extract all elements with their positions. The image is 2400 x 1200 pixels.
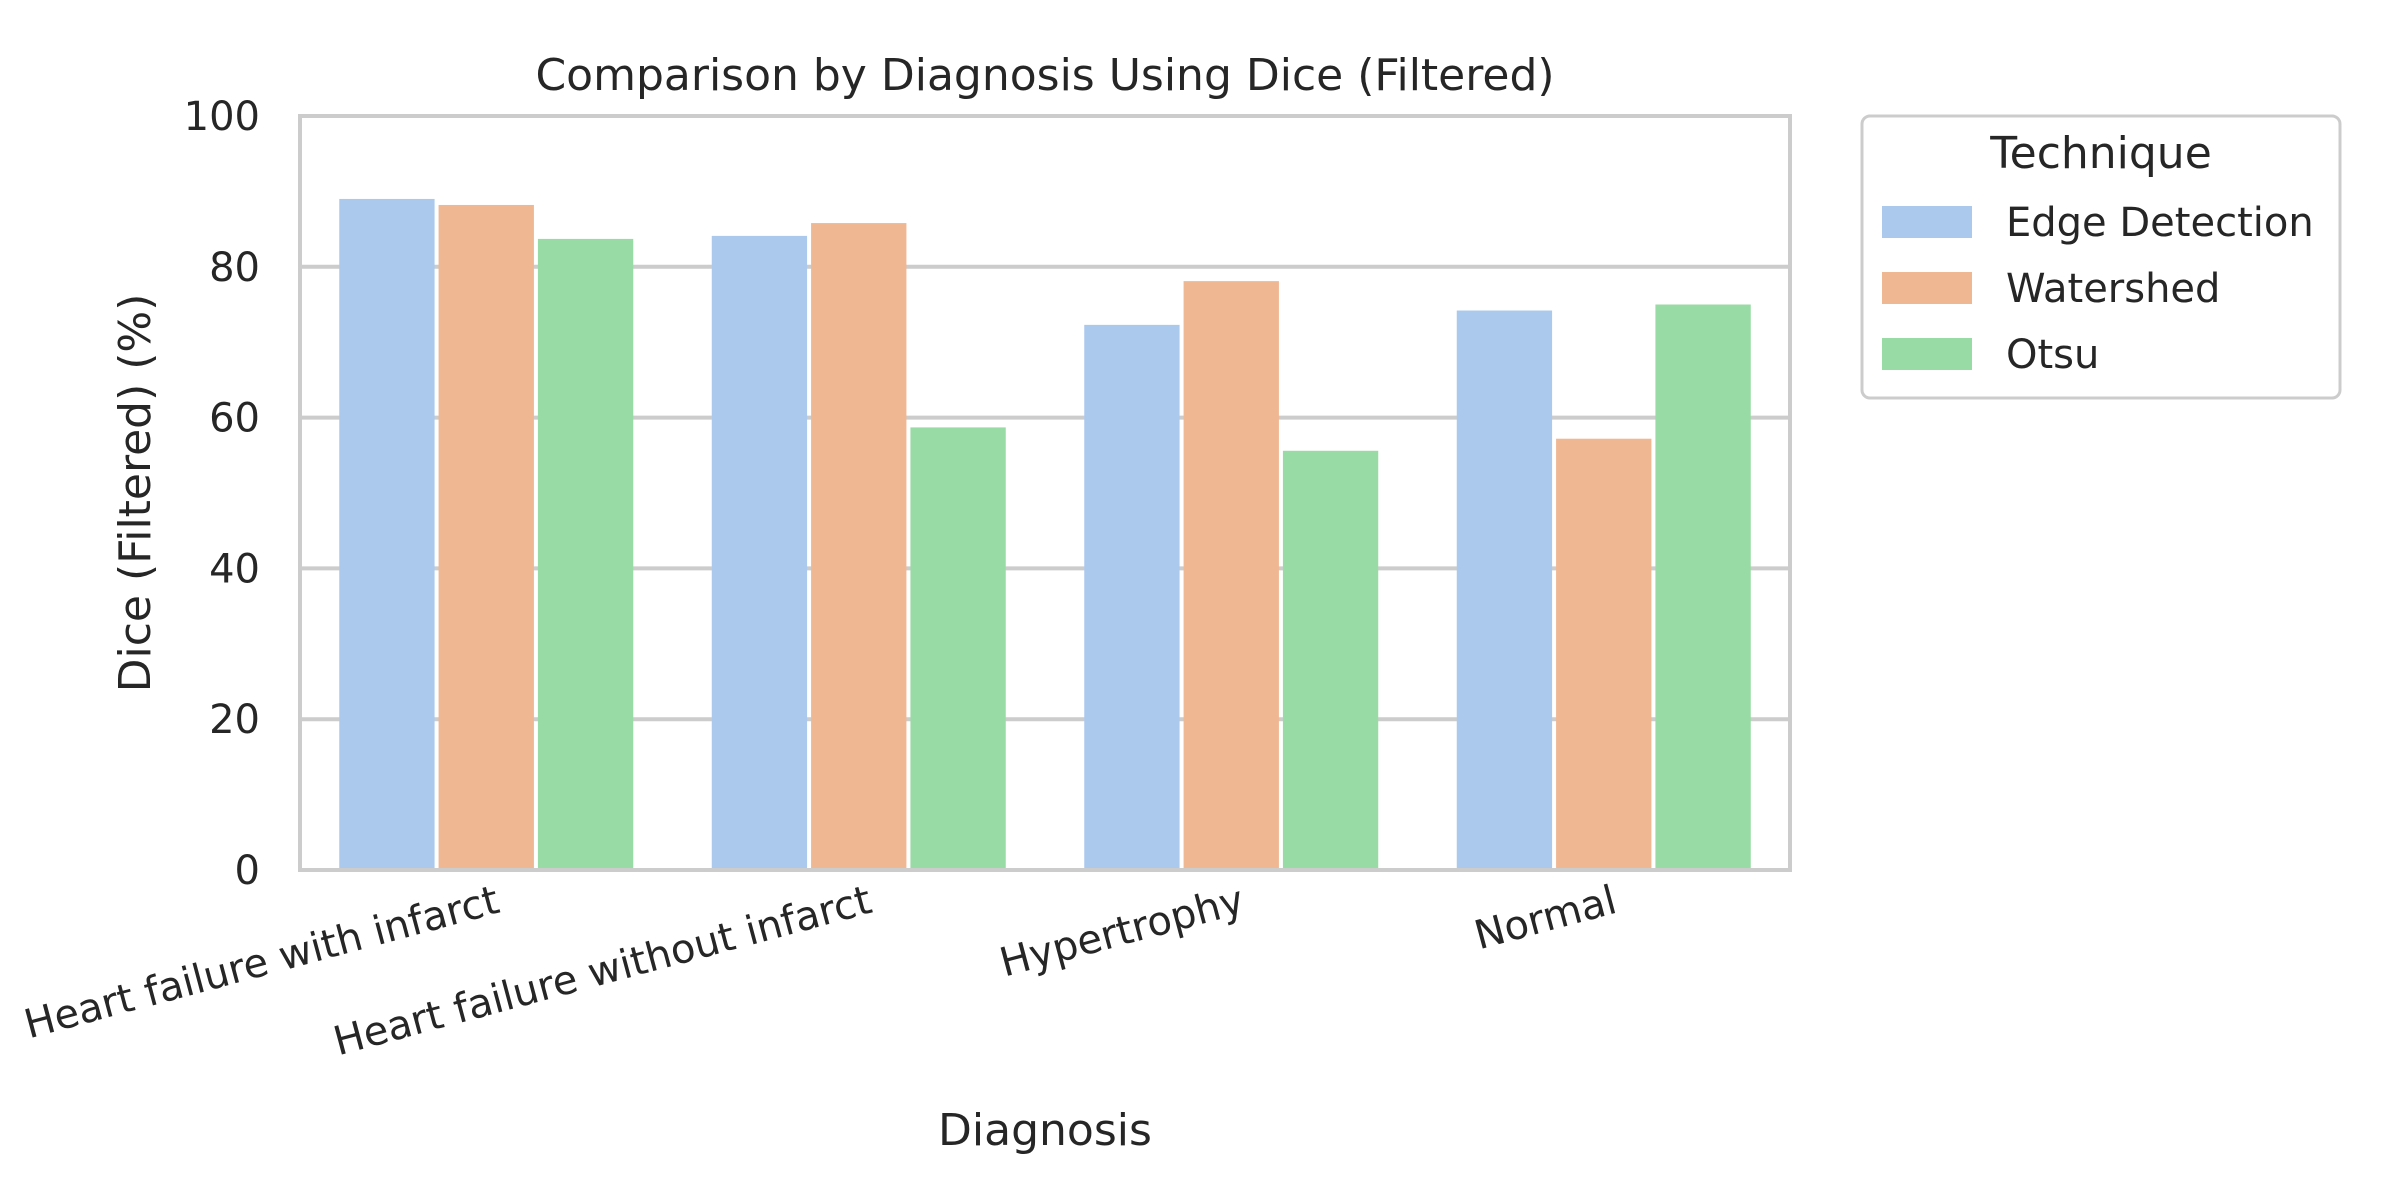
bar — [1084, 324, 1180, 870]
y-tick-label: 0 — [235, 848, 260, 894]
legend-label: Edge Detection — [2006, 200, 2314, 246]
legend-label: Otsu — [2006, 332, 2099, 378]
chart-title: Comparison by Diagnosis Using Dice (Filt… — [535, 50, 1554, 101]
bar — [711, 235, 808, 871]
bar — [537, 238, 634, 871]
bar — [1183, 281, 1279, 871]
bar — [910, 427, 1006, 870]
legend-swatch — [1882, 338, 1972, 370]
bar — [1556, 438, 1652, 870]
bars — [339, 198, 1751, 871]
legend-swatch — [1882, 206, 1972, 238]
y-tick-label: 60 — [209, 396, 260, 442]
x-tick-label: Normal — [1470, 877, 1622, 959]
bar — [339, 198, 435, 870]
y-tick-label: 40 — [209, 546, 260, 592]
x-axis-label: Diagnosis — [938, 1105, 1152, 1156]
bar — [1655, 304, 1751, 870]
legend: Technique Edge Detection Watershed Otsu — [1860, 114, 2342, 400]
legend-title: Technique — [1989, 128, 2212, 179]
bar — [1456, 310, 1553, 871]
y-axis-label: Dice (Filtered) (%) — [110, 294, 161, 693]
legend-swatch — [1882, 272, 1972, 304]
y-tick-label: 20 — [209, 697, 260, 743]
y-tick-label: 80 — [209, 245, 260, 291]
y-tick-labels: 0 20 40 60 80 100 — [184, 94, 260, 894]
legend-label: Watershed — [2006, 266, 2220, 312]
plot-frame — [298, 114, 1792, 872]
bar — [811, 223, 907, 870]
x-tick-label: Hypertrophy — [995, 877, 1249, 986]
bar — [438, 204, 534, 871]
bar — [1282, 450, 1379, 870]
legend-items: Edge Detection Watershed Otsu — [1882, 200, 2314, 378]
legend-box — [1860, 114, 2342, 400]
y-tick-label: 100 — [184, 94, 260, 140]
